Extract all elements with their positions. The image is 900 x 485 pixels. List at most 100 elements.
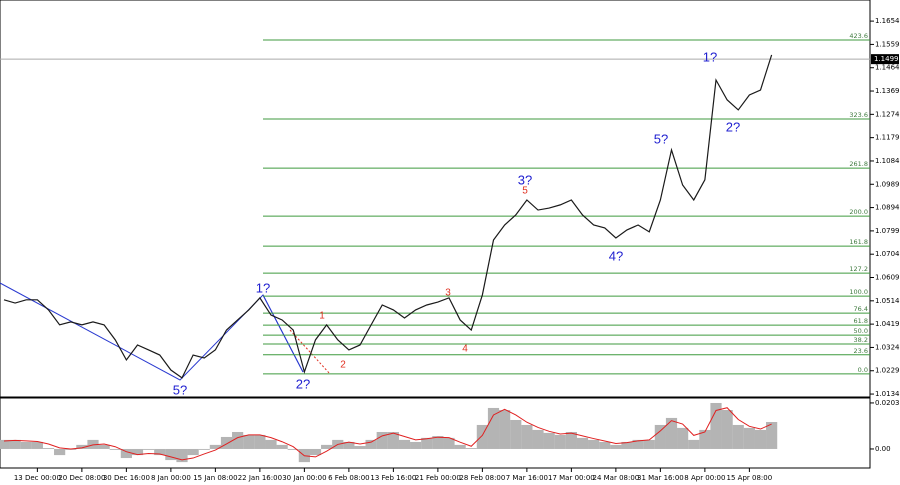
histogram-bar [220,436,233,449]
y-tick-label: 1.1084 [875,157,900,165]
histogram-bar [42,448,55,449]
histogram-bar [232,431,244,449]
y-tick-label: 1.1369 [875,87,900,95]
x-tick-label: 7 Mar 16:00 [506,474,548,482]
level-label: 323.6 [849,111,868,119]
histogram-bar [454,444,466,449]
histogram-bar [398,439,411,449]
x-tick-label: 13 Feb 16:00 [370,474,416,482]
histogram-bar [632,439,644,449]
wave-label: 1? [703,49,717,64]
histogram-bar [532,429,544,449]
histogram-bar [98,444,110,449]
x-tick-label: 15 Jan 08:00 [193,474,237,482]
histogram-bar [588,439,600,449]
x-tick-label: 30 Dec 16:00 [103,474,150,482]
wave-label: 4 [462,344,468,355]
x-tick-label: 31 Mar 16:00 [637,474,684,482]
wave-label: 3? [518,172,532,187]
y-tick-label: 1.0419 [875,320,900,328]
histogram-bar [9,439,21,449]
histogram-bar [710,402,722,449]
y-tick-label: 1.0229 [875,367,900,375]
wave-line [262,294,304,373]
histogram-bar [198,448,210,450]
wave-label: 5? [654,131,668,146]
x-tick-label: 8 Jan 00:00 [151,474,191,482]
level-label: 23.6 [854,347,868,355]
histogram-bar [343,441,355,449]
y-tick-label: 1.0324 [875,343,900,351]
level-label: 0.0 [858,366,868,374]
histogram-bar [576,437,589,449]
wave-line [289,329,331,375]
level-label: 100.0 [849,288,868,296]
y-tick-label: 1.0799 [875,227,900,235]
histogram-bar [554,434,566,449]
histogram-bar [187,448,199,456]
wave-label: 2? [296,376,310,391]
histogram-bar [766,422,778,449]
histogram-bar [31,441,43,449]
y-tick-label: 1.0989 [875,180,900,188]
histogram-bar [654,424,666,449]
level-label: 261.8 [849,160,868,168]
histogram-bar [677,427,689,449]
x-tick-label: 15 Apr 08:00 [727,474,773,482]
histogram-bar [287,448,299,450]
wave-label: 2? [726,119,740,134]
y-tick-label: 1.1559 [875,40,900,48]
level-label: 50.0 [854,327,868,335]
x-tick-label: 24 Mar 08:00 [593,474,640,482]
histogram-bar [543,432,555,449]
y-tick-label: 1.0609 [875,274,900,282]
histogram-bar [154,448,166,456]
x-tick-label: 17 Mar 00:00 [548,474,595,482]
current-price-label: 1.1499 [874,55,899,63]
x-tick-label: 22 Jan 16:00 [238,474,282,482]
histogram-bar [176,448,188,463]
x-tick-label: 21 Feb 00:00 [415,474,461,482]
histogram-bar [754,429,767,449]
histogram-bar [665,417,678,449]
wave-label: 5? [173,382,187,397]
y-tick-label: 1.1179 [875,134,900,142]
x-tick-label: 6 Feb 08:00 [328,474,369,482]
y-tick-label: 1.0134 [875,390,900,398]
histogram-bar [20,441,32,449]
histogram-bar [699,429,711,449]
wave-label: 3 [445,288,451,299]
x-tick-label: 13 Dec 00:00 [14,474,61,482]
histogram-bar [165,448,177,461]
histogram-bar [354,446,366,449]
price-pane [0,0,871,398]
histogram-bar [54,448,66,456]
histogram-bar [387,431,399,449]
current-price-box [871,54,899,65]
level-label: 76.4 [854,305,868,313]
histogram-bar [309,448,322,456]
level-label: 127.2 [849,265,868,273]
price-line [3,54,773,379]
histogram-bar [265,439,277,449]
histogram-bar [610,444,622,449]
histogram-bar [565,431,577,449]
histogram-bar [499,410,511,449]
histogram-bar [688,439,700,449]
histogram-bar [243,434,255,449]
level-label: 161.8 [849,238,868,246]
histogram-bar [376,431,388,449]
histogram-bar [643,439,655,449]
y2-tick-label: 0.02032 [875,399,900,407]
histogram-bar [421,437,433,449]
histogram-bar [621,441,633,449]
histogram-bar [599,441,611,449]
histogram-bar [276,444,288,449]
x-tick-label: 20 Dec 08:00 [58,474,105,482]
histogram-bar [76,444,88,449]
histogram-bar [254,434,266,449]
wave-label: 2 [340,360,346,371]
level-label: 423.6 [849,32,868,40]
level-label: 38.2 [854,336,868,344]
